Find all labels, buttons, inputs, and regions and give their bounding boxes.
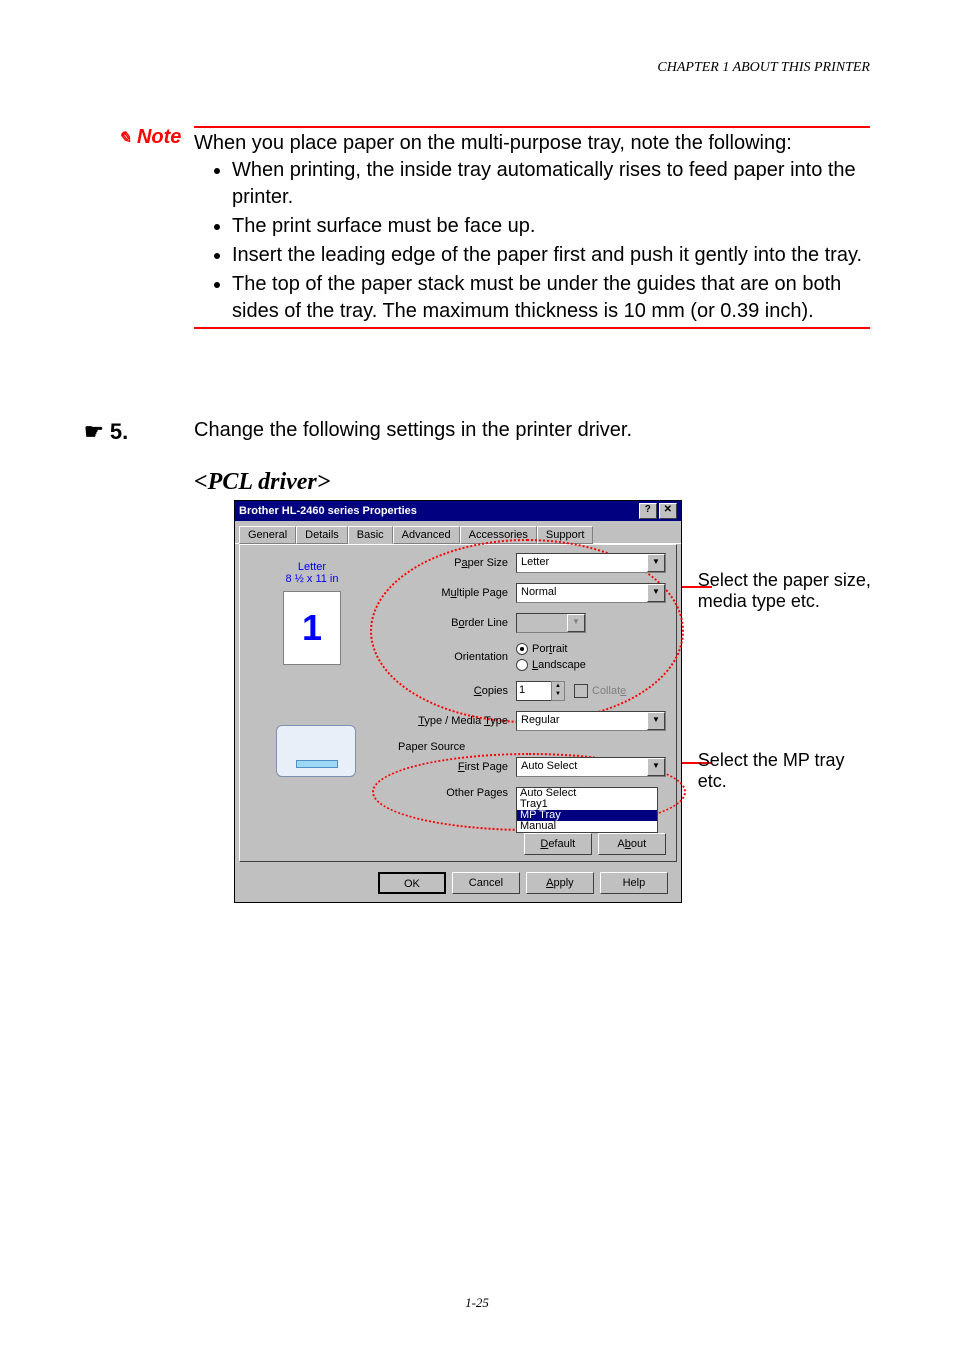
copies-label: Copies xyxy=(398,685,516,697)
cancel-button[interactable]: Cancel xyxy=(452,872,520,894)
callout-paper-size: Select the paper size, media type etc. xyxy=(698,570,878,612)
note-bottom-rule xyxy=(194,327,870,329)
dropdown-arrow-icon: ▼ xyxy=(647,758,665,776)
paper-source-label: Paper Source xyxy=(398,741,465,753)
first-page-select[interactable]: Auto Select ▼ xyxy=(516,757,666,777)
media-type-select[interactable]: Regular ▼ xyxy=(516,711,666,731)
dropdown-arrow-icon: ▼ xyxy=(567,614,585,632)
other-pages-label: Other Pages xyxy=(398,787,516,799)
orientation-label: Orientation xyxy=(398,651,516,663)
preview-size-name: Letter xyxy=(252,561,372,573)
border-line-select: ▼ xyxy=(516,613,586,633)
tab-bar: General Details Basic Advanced Accessori… xyxy=(235,521,681,544)
pcl-driver-title: <PCL driver> xyxy=(194,469,870,496)
printer-tray-icon xyxy=(296,760,338,768)
radio-icon xyxy=(516,643,528,655)
dialog-title: Brother HL-2460 series Properties xyxy=(239,505,417,517)
note-item: Insert the leading edge of the paper fir… xyxy=(232,242,870,269)
page-number: 1-25 xyxy=(0,1295,954,1311)
tab-details[interactable]: Details xyxy=(296,526,348,544)
pointing-hand-icon: ☛ xyxy=(84,419,104,444)
tab-support[interactable]: Support xyxy=(537,526,594,544)
tab-basic[interactable]: Basic xyxy=(348,526,393,544)
note-intro: When you place paper on the multi-purpos… xyxy=(194,132,870,155)
note-item: The print surface must be face up. xyxy=(232,213,870,240)
paper-preview: Letter 8 ½ x 11 in 1 xyxy=(252,561,372,651)
note-label: ✎ Note xyxy=(84,126,194,149)
properties-dialog: Brother HL-2460 series Properties ? ✕ Ge… xyxy=(234,500,682,903)
default-button[interactable]: Default xyxy=(524,833,592,855)
note-body: When you place paper on the multi-purpos… xyxy=(194,126,870,325)
help-button[interactable]: Help xyxy=(600,872,668,894)
printer-body-icon xyxy=(276,725,356,777)
apply-button[interactable]: Apply xyxy=(526,872,594,894)
ok-button[interactable]: OK xyxy=(378,872,446,894)
step-text: Change the following settings in the pri… xyxy=(194,419,632,442)
multiple-page-select[interactable]: Normal ▼ xyxy=(516,583,666,603)
spinner-arrows-icon[interactable]: ▲▼ xyxy=(551,681,565,701)
dropdown-arrow-icon: ▼ xyxy=(647,584,665,602)
tab-accessories[interactable]: Accessories xyxy=(460,526,537,544)
dropdown-arrow-icon: ▼ xyxy=(647,712,665,730)
step-number: ☛ 5. xyxy=(84,419,194,445)
tab-general[interactable]: General xyxy=(239,526,296,544)
landscape-radio[interactable]: Landscape xyxy=(516,659,586,671)
first-page-label: First Page xyxy=(398,761,516,773)
dialog-button-row: OK Cancel Apply Help xyxy=(235,866,681,902)
printer-icon xyxy=(276,725,354,785)
step-num-text: 5. xyxy=(110,419,128,444)
tab-advanced[interactable]: Advanced xyxy=(393,526,460,544)
note-item: The top of the paper stack must be under… xyxy=(232,271,870,325)
preview-page-icon: 1 xyxy=(283,591,341,665)
portrait-radio[interactable]: Portrait xyxy=(516,643,586,655)
tab-body-basic: Letter 8 ½ x 11 in 1 Paper Size xyxy=(239,544,677,862)
dialog-titlebar: Brother HL-2460 series Properties ? ✕ xyxy=(235,501,681,521)
copies-spinner[interactable]: 1 ▲▼ xyxy=(516,681,552,701)
collate-label: Collate xyxy=(592,685,626,697)
help-button[interactable]: ? xyxy=(639,503,657,519)
other-pages-listbox[interactable]: Auto Select Tray1 MP Tray Manual xyxy=(516,787,658,833)
close-button[interactable]: ✕ xyxy=(659,503,677,519)
chapter-header: CHAPTER 1 ABOUT THIS PRINTER xyxy=(84,60,870,76)
media-type-label: Type / Media TypeMedia Type xyxy=(398,715,516,727)
border-line-label: Border Line xyxy=(398,617,516,629)
preview-size-dim: 8 ½ x 11 in xyxy=(252,573,372,585)
paper-size-label: Paper Size xyxy=(398,557,516,569)
callouts: Select the paper size, media type etc. S… xyxy=(698,500,870,880)
callout-mp-tray: Select the MP tray etc. xyxy=(698,750,878,792)
note-label-text: Note xyxy=(137,126,181,148)
multiple-page-label: Multiple Page xyxy=(398,587,516,599)
paper-size-select[interactable]: Letter ▼ xyxy=(516,553,666,573)
note-decor-icon: ✎ xyxy=(118,130,131,147)
radio-icon xyxy=(516,659,528,671)
about-button[interactable]: About xyxy=(598,833,666,855)
collate-checkbox xyxy=(574,684,588,698)
note-item: When printing, the inside tray automatic… xyxy=(232,157,870,211)
dropdown-arrow-icon: ▼ xyxy=(647,554,665,572)
list-item[interactable]: Manual xyxy=(517,821,657,832)
